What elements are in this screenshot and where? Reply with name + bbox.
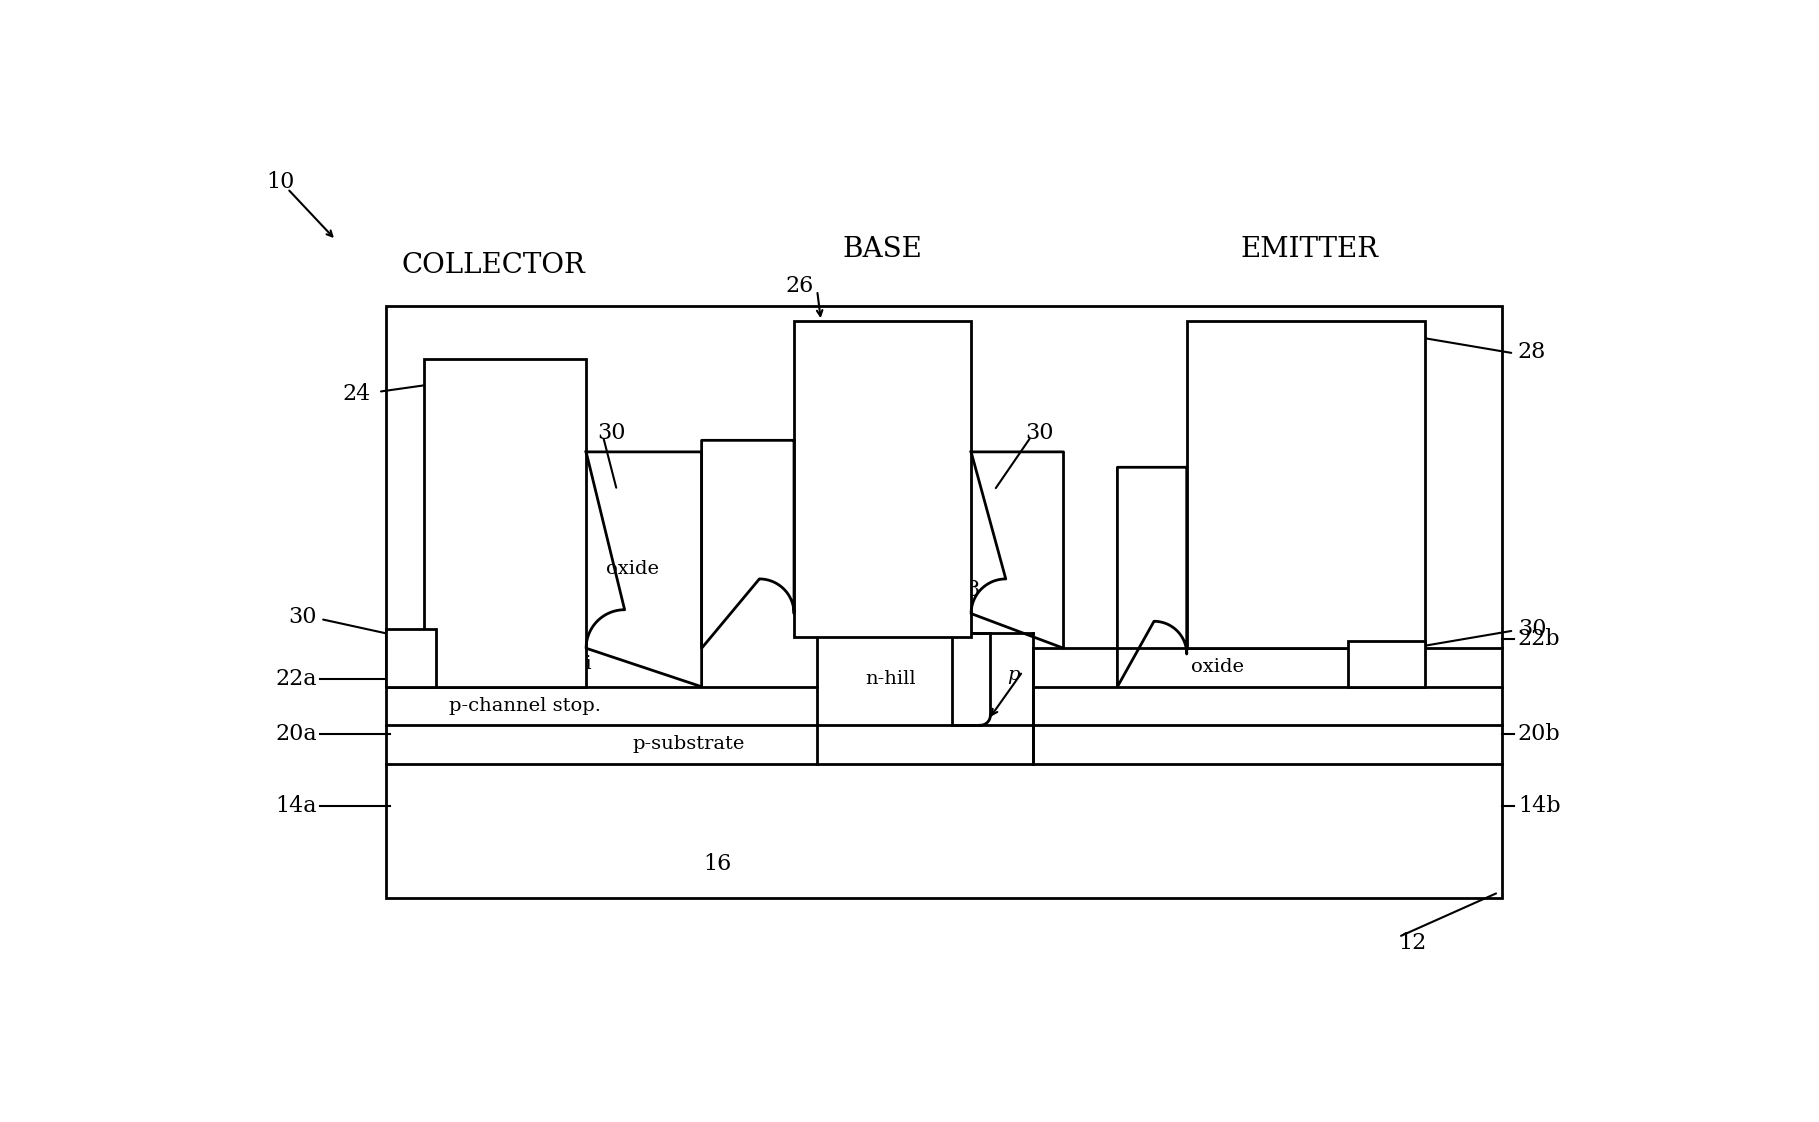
Text: n+ poly Si: n+ poly Si — [489, 654, 591, 672]
Text: EMITTER: EMITTER — [1241, 237, 1379, 264]
Text: 12: 12 — [1399, 932, 1426, 954]
Text: n-hill: n-hill — [866, 670, 915, 688]
Text: 18: 18 — [951, 579, 980, 601]
Polygon shape — [424, 359, 586, 687]
Text: 22b: 22b — [1517, 628, 1561, 650]
Text: 16: 16 — [702, 853, 731, 875]
Text: 30: 30 — [287, 606, 317, 628]
Polygon shape — [386, 305, 1502, 899]
Text: COLLECTOR: COLLECTOR — [402, 251, 586, 278]
Text: p: p — [1008, 666, 1020, 684]
Text: BASE: BASE — [842, 237, 922, 264]
Text: 30: 30 — [598, 422, 626, 443]
Text: 10: 10 — [267, 172, 295, 193]
Text: 14b: 14b — [1517, 795, 1561, 817]
Text: 20a: 20a — [275, 724, 317, 745]
Polygon shape — [795, 321, 971, 636]
Polygon shape — [1186, 321, 1426, 649]
Text: 22a: 22a — [275, 668, 317, 690]
Text: 14a: 14a — [275, 795, 317, 817]
Text: p-substrate: p-substrate — [633, 736, 744, 754]
Polygon shape — [386, 629, 437, 687]
Text: oxide: oxide — [1191, 659, 1244, 677]
Text: p-channel stop.: p-channel stop. — [449, 697, 600, 715]
Polygon shape — [1348, 641, 1426, 687]
Text: 30: 30 — [1517, 618, 1546, 640]
Text: 26: 26 — [786, 275, 813, 297]
Text: 30: 30 — [1026, 422, 1053, 443]
Text: 20b: 20b — [1517, 724, 1561, 745]
Text: oxide: oxide — [606, 560, 658, 578]
Text: 24: 24 — [342, 383, 371, 405]
Text: 28: 28 — [1517, 341, 1546, 362]
